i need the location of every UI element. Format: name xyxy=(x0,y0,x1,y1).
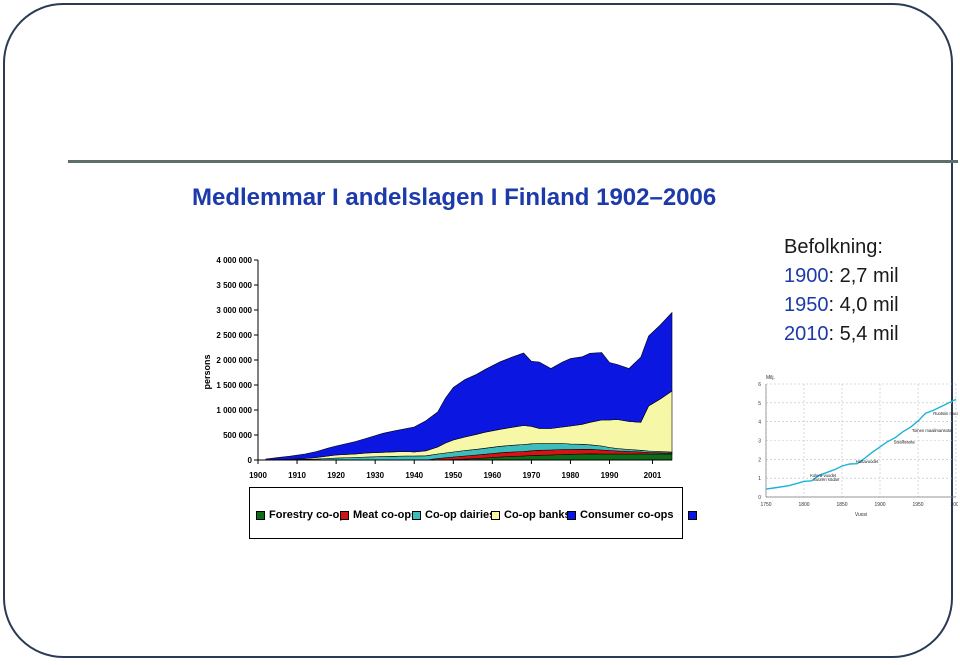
x-tick-label: 1920 xyxy=(327,471,345,480)
inset-x-tick-label: 1950 xyxy=(912,502,923,508)
y-tick-label: 2 000 000 xyxy=(216,356,252,365)
x-tick-label: 1940 xyxy=(405,471,423,480)
legend-item-forestry: Forestry co-op xyxy=(256,509,346,521)
y-tick-label: 3 500 000 xyxy=(216,281,252,290)
y-tick-label: 3 000 000 xyxy=(216,306,252,315)
inset-x-tick-label: 1850 xyxy=(836,502,847,508)
x-tick-label: 2001 xyxy=(644,471,662,480)
population-value: : 5,4 mil xyxy=(828,323,899,345)
inset-y-tick-label: 5 xyxy=(758,401,761,407)
membership-area-chart: 0 500 000 1 000 000 1 500 000 2 000 000 2 500… xyxy=(202,256,673,480)
header-rule xyxy=(68,160,958,163)
legend-item-banks: Co-op banks xyxy=(491,509,571,521)
legend-swatch xyxy=(491,510,500,520)
area-series-4 xyxy=(265,311,673,461)
legend-swatch xyxy=(256,510,265,520)
x-tick-label: 1990 xyxy=(601,471,619,480)
population-panel: Befolkning: 1900: 2,7 mil 1950: 4,0 mil … xyxy=(784,233,899,349)
y-axis-label: persons xyxy=(202,354,212,389)
legend-item-dairies: Co-op dairies xyxy=(412,509,495,521)
legend-swatch-extra xyxy=(687,510,697,520)
x-tick-label: 1960 xyxy=(483,471,501,480)
population-year: 1900 xyxy=(784,265,829,287)
y-tick-label: 1 000 000 xyxy=(216,406,252,415)
population-heading: Befolkning: xyxy=(784,236,883,258)
legend-label: Consumer co-ops xyxy=(580,509,674,521)
inset-y-tick-label: 3 xyxy=(758,439,761,445)
population-value: : 2,7 mil xyxy=(828,265,899,287)
inset-annotation: Sisällissota xyxy=(894,439,916,444)
population-year: 2010 xyxy=(784,323,829,345)
inset-y-label: Milj. xyxy=(766,375,775,381)
x-tick-label: 1900 xyxy=(249,471,267,480)
y-tick-label: 0 xyxy=(248,456,253,465)
legend-swatch xyxy=(412,510,421,520)
population-row: 2010: 5,4 mil xyxy=(784,320,899,349)
inset-annotation: Huttavuodet xyxy=(856,459,879,464)
y-tick-label: 1 500 000 xyxy=(216,381,252,390)
legend-swatch xyxy=(567,510,576,520)
inset-annotation: Ruotsiin muutto xyxy=(933,411,958,416)
legend-label: Forestry co-op xyxy=(269,509,347,521)
inset-x-label: Vuosi xyxy=(855,512,867,518)
y-tick-label: 4 000 000 xyxy=(216,256,252,265)
inset-annotation: Kolera-vuodet xyxy=(810,473,837,478)
legend-label: Co-op banks xyxy=(504,509,571,521)
inset-x-tick-label: 1750 xyxy=(760,502,771,508)
population-row: 1900: 2,7 mil xyxy=(784,262,899,291)
x-tick-label: 1930 xyxy=(366,471,384,480)
inset-y-tick-label: 0 xyxy=(758,495,761,501)
legend-swatch xyxy=(340,510,349,520)
page-title: Medlemmar I andelslagen I Finland 1902–2… xyxy=(192,184,717,211)
inset-annotation: Suuren sodan xyxy=(813,477,840,482)
x-tick-label: 1980 xyxy=(562,471,580,480)
population-year: 1950 xyxy=(784,294,829,316)
legend-item-meat: Meat co-ops xyxy=(340,509,417,521)
legend-label: Co-op dairies xyxy=(425,509,496,521)
x-tick-label: 1950 xyxy=(444,471,462,480)
chart-legend: Forestry co-op Meat co-ops Co-op dairies… xyxy=(249,487,697,539)
inset-y-tick-label: 2 xyxy=(758,457,761,463)
legend-item-consumer: Consumer co-ops xyxy=(567,509,701,521)
x-tick-label: 1910 xyxy=(288,471,306,480)
x-tick-label: 1970 xyxy=(522,471,540,480)
legend-label: Meat co-ops xyxy=(353,509,418,521)
slide-frame xyxy=(3,3,953,658)
inset-y-tick-label: 4 xyxy=(758,420,761,426)
inset-x-tick-label: 1900 xyxy=(874,502,885,508)
y-tick-label: 2 500 000 xyxy=(216,331,252,340)
population-value: : 4,0 mil xyxy=(828,294,899,316)
inset-population-line xyxy=(765,398,957,490)
inset-x-tick-label: 1800 xyxy=(798,502,809,508)
inset-annotation: Toinen maailmansota xyxy=(912,428,952,433)
y-tick-label: 500 000 xyxy=(223,431,252,440)
population-row: 1950: 4,0 mil xyxy=(784,291,899,320)
inset-y-tick-label: 1 xyxy=(758,476,761,482)
inset-y-tick-label: 6 xyxy=(758,382,761,388)
